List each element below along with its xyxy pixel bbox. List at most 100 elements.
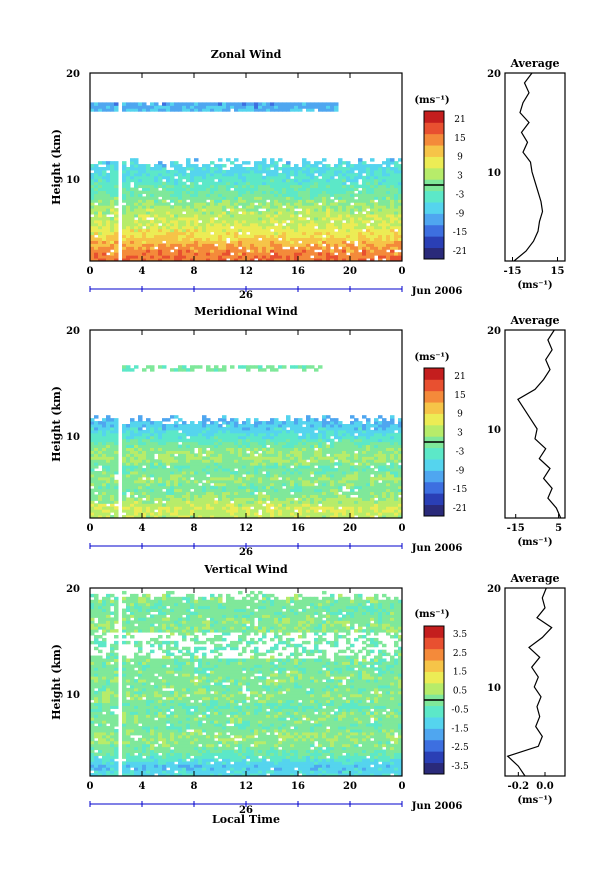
heatmap-cell <box>342 161 347 165</box>
heatmap-cell <box>298 503 303 507</box>
heatmap-cell <box>102 208 107 212</box>
heatmap-cell <box>302 158 307 162</box>
heatmap-cell <box>314 252 319 256</box>
heatmap-cell <box>130 473 135 478</box>
heatmap-cell <box>150 169 155 174</box>
heatmap-cell <box>342 473 347 478</box>
heatmap-cell <box>198 453 203 457</box>
heatmap-cell <box>114 424 119 428</box>
heatmap-cell <box>102 471 107 475</box>
heatmap-cell <box>222 497 227 501</box>
heatmap-cell <box>330 515 335 518</box>
heatmap-cell <box>290 471 295 475</box>
heatmap-cell <box>110 228 115 233</box>
heatmap-cell <box>166 181 171 186</box>
heatmap-cell <box>194 500 199 504</box>
heatmap-cell <box>194 441 199 446</box>
heatmap-cell <box>178 471 183 475</box>
heatmap-cell <box>282 108 287 112</box>
heatmap-cell <box>198 500 203 504</box>
heatmap-cell <box>262 485 267 490</box>
heatmap-cell <box>170 219 175 224</box>
heatmap-cell <box>278 105 283 109</box>
heatmap-cell <box>162 255 167 259</box>
heatmap-cell <box>122 184 127 189</box>
heatmap-cell <box>322 473 327 478</box>
heatmap-cell <box>262 255 267 259</box>
heatmap-cell <box>114 488 119 493</box>
heatmap-cell <box>174 208 179 212</box>
heatmap-cell <box>390 249 395 253</box>
heatmap-cell <box>242 208 247 212</box>
heatmap-cell <box>238 181 243 186</box>
heatmap-cell <box>158 441 163 446</box>
heatmap-cell <box>126 243 131 247</box>
heatmap-cell <box>190 450 195 454</box>
heatmap-cell <box>254 426 259 431</box>
heatmap-cell <box>162 441 167 446</box>
heatmap-cell <box>190 494 195 498</box>
heatmap-cell <box>90 222 95 227</box>
heatmap-cell <box>258 473 263 478</box>
heatmap-cell <box>182 102 187 106</box>
heatmap-cell <box>354 258 359 261</box>
heatmap-cell <box>386 465 391 469</box>
heatmap-cell <box>102 193 107 197</box>
heatmap-cell <box>326 512 331 516</box>
heatmap-cell <box>142 506 147 510</box>
heatmap-cell <box>94 509 99 513</box>
heatmap-cell <box>202 471 207 475</box>
heatmap-cell <box>306 231 311 236</box>
heatmap-cell <box>98 208 103 212</box>
panel-zonal-wind: Zonal Wind Height (km) 20 10 0 4 8 12 16 20 0 … <box>50 48 566 301</box>
heatmap-cell <box>366 473 371 478</box>
heatmap-cell <box>242 246 247 250</box>
heatmap-cell <box>114 240 119 244</box>
heatmap-cell <box>358 429 363 434</box>
heatmap-cell <box>394 459 399 463</box>
heatmap-cell <box>382 240 387 244</box>
heatmap-cell <box>250 249 255 253</box>
heatmap-cell <box>358 471 363 475</box>
heatmap-cell <box>226 228 231 233</box>
heatmap-cell <box>270 196 275 200</box>
heatmap-cell <box>166 205 171 209</box>
heatmap-cell <box>338 503 343 507</box>
heatmap-cell <box>214 447 219 451</box>
heatmap-cell <box>110 208 115 212</box>
heatmap-cell <box>126 175 131 180</box>
heatmap-cell <box>250 178 255 183</box>
heatmap-cell <box>238 255 243 259</box>
heatmap-cell <box>390 500 395 504</box>
heatmap-cell <box>130 246 135 250</box>
heatmap-cell <box>378 243 383 247</box>
heatmap-cell <box>234 105 239 109</box>
heatmap-cell <box>182 468 187 472</box>
heatmap-cell <box>398 459 402 463</box>
heatmap-cell <box>386 456 391 460</box>
heatmap-cell <box>370 243 375 247</box>
heatmap-cell <box>102 240 107 244</box>
heatmap-cell <box>354 237 359 241</box>
heatmap-cell <box>186 476 191 481</box>
heatmap-cell <box>282 441 287 446</box>
heatmap-cell <box>366 169 371 174</box>
heatmap-cell <box>334 503 339 507</box>
heatmap-cell <box>258 453 263 457</box>
heatmap-cell <box>210 167 215 171</box>
heatmap-cell <box>322 485 327 490</box>
heatmap-cell <box>294 225 299 230</box>
heatmap-cell <box>122 228 127 233</box>
heatmap-cell <box>334 184 339 189</box>
heatmap-cell <box>394 447 399 451</box>
heatmap-cell <box>150 237 155 241</box>
heatmap-cell <box>170 426 175 431</box>
heatmap-cell <box>246 187 251 191</box>
heatmap-cell <box>122 222 127 227</box>
heatmap-cell <box>258 167 263 171</box>
heatmap-cell <box>258 482 263 487</box>
heatmap-cell <box>378 190 383 194</box>
heatmap-cell <box>370 456 375 460</box>
heatmap-cell <box>166 447 171 451</box>
heatmap-cell <box>354 225 359 230</box>
